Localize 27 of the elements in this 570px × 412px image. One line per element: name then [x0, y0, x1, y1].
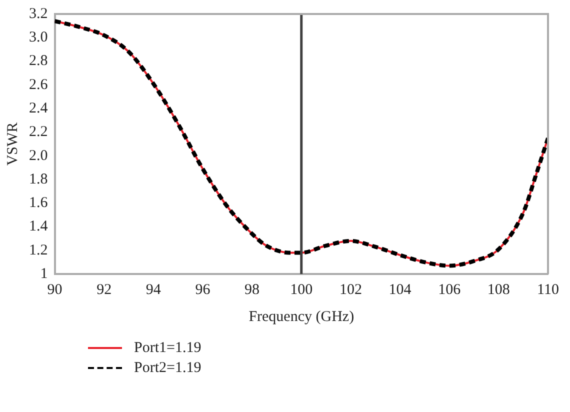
- x-tick-label: 102: [339, 282, 362, 298]
- y-tick-label: 2.6: [29, 76, 48, 93]
- y-tick-label: 1.4: [29, 218, 48, 235]
- x-tick-label: 106: [438, 282, 462, 298]
- y-tick-label: 2.4: [29, 100, 48, 116]
- legend-label: Port1=1.19: [134, 340, 202, 356]
- y-tick-label: 2.0: [29, 148, 48, 164]
- y-tick-label: 2.8: [29, 53, 48, 70]
- y-tick-label: 1.6: [29, 195, 48, 212]
- y-tick-label: 3.2: [29, 6, 48, 22]
- y-tick-label: 1.2: [29, 242, 48, 258]
- y-tick-label: 1.8: [29, 171, 48, 188]
- x-tick-label: 100: [290, 282, 313, 298]
- x-tick-label: 92: [96, 282, 112, 298]
- x-tick-label: 110: [537, 282, 559, 298]
- y-axis-title: VSWR: [4, 122, 21, 166]
- x-axis-title: Frequency (GHz): [248, 308, 354, 325]
- x-tick-label: 104: [388, 282, 412, 298]
- y-tick-label: 3.0: [29, 30, 48, 46]
- x-tick-label: 94: [146, 282, 162, 298]
- x-tick-label: 96: [195, 282, 211, 298]
- x-tick-label: 90: [47, 282, 62, 298]
- y-tick-label: 2.2: [29, 124, 48, 140]
- x-tick-label: 98: [244, 282, 260, 298]
- y-tick-label: 1: [40, 266, 48, 282]
- x-tick-label: 108: [487, 282, 510, 298]
- legend-label: Port2=1.19: [134, 360, 202, 376]
